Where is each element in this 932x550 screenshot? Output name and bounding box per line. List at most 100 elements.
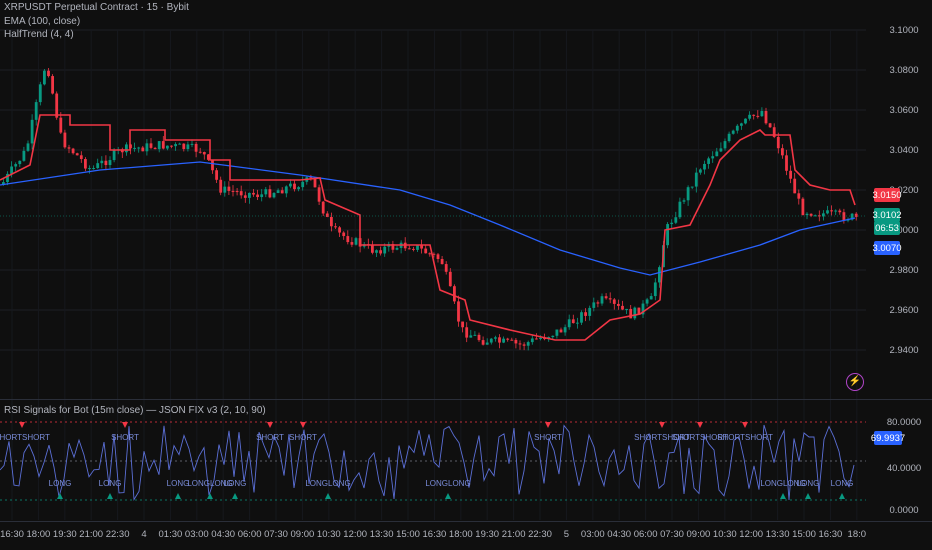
candle-body [826,210,829,214]
candle-body [801,198,805,216]
short-label: SHORT [534,433,562,442]
candle-body [752,114,756,116]
candle-body [678,201,682,218]
candle-body [637,307,641,315]
candle-body [699,169,702,173]
candle-body [412,248,415,250]
candle-body [481,340,485,345]
halftrend-legend[interactable]: HalfTrend (4, 4) [4,29,74,40]
price-tag-label: 3.0070 [872,243,901,254]
grid [0,29,866,520]
short-label: SHORTSHORT [717,433,773,442]
candle-body [641,303,645,315]
candle-body [309,177,313,179]
time-tick-label: 01:30 [159,529,183,540]
candle-body [264,189,268,195]
candle-body [252,192,255,195]
candle-body [30,119,34,144]
short-label: SHORTSHORT [672,433,728,442]
price-axis: 3.1000 3.0800 3.0600 3.0400 3.0200 3.0000 2.98… [872,25,918,356]
time-tick-label: 21:00 [79,529,103,540]
candle-body [682,200,686,202]
candle-body [711,156,715,159]
candle-body [842,212,846,221]
time-tick-label: 07:30 [264,529,288,540]
time-tick-label: 13:30 [370,529,394,540]
candle-body [563,327,567,333]
rsi-tick-label: 40.0000 [887,463,921,474]
candle-body [559,329,563,333]
candle-body [301,181,305,188]
candle-body [272,192,276,198]
candle-body [621,305,624,310]
candle-body [457,301,460,322]
time-tick-label: 07:30 [660,529,684,540]
candle-body [838,210,842,213]
candle-body [379,250,382,254]
rsi-tick-label: 0.0000 [889,505,918,516]
candle-body [338,227,341,233]
candle-body [43,70,46,85]
rsi-axis: 80.0000 40.0000 0.0000 69.9937 [871,417,921,516]
candle-body [231,190,235,192]
candle-body [346,236,350,243]
candle-body [428,253,432,255]
candle-body [535,338,538,340]
symbol-legend[interactable]: XRPUSDT Perpetual Contract · 15 · Bybit [4,2,189,13]
candle-body [330,216,333,227]
ema-legend[interactable]: EMA (100, close) [4,16,81,27]
candle-body [436,254,440,259]
candle-body [432,253,436,255]
time-tick-label: 18:00 [449,529,473,540]
candle-body [580,312,583,323]
rsi-legend[interactable]: RSI Signals for Bot (15m close) — JSON F… [4,405,266,416]
candle-body [854,213,858,217]
lightning-icon[interactable]: ⚡ [846,373,864,391]
candle-body [375,250,378,253]
long-label: LONG [99,479,122,488]
time-tick-label: 09:00 [291,529,315,540]
candle-body [268,189,272,198]
long-marker [805,493,811,499]
long-marker [175,493,181,499]
candle-body [190,143,194,145]
candle-body [420,245,423,249]
price-tick-label: 2.9600 [889,305,918,316]
candle-body [658,267,661,283]
candle-body [354,238,358,245]
candle-body [260,194,264,198]
candle-body [51,76,54,94]
candle-body [219,179,223,193]
candle-body [407,248,411,250]
time-tick-label: 04:30 [211,529,235,540]
candle-body [805,213,809,216]
candle-body [104,160,108,166]
short-label: SHORT [256,433,284,442]
candle-body [735,125,739,131]
price-tick-label: 3.0800 [889,65,918,76]
candle-body [342,232,346,237]
price-tag [874,221,900,235]
candle-body [518,343,522,345]
candle-body [297,187,300,190]
candle-body [596,302,600,304]
rsi-signals: SHORTSHORTSHORTSHORTSHORTSHORTSHORTSHORT… [0,422,853,499]
long-label: LONGLONG [760,479,805,488]
rsi-value-tag [874,431,902,445]
candle-body [461,321,464,328]
candle-body [280,190,284,194]
candle-body [748,114,751,119]
time-tick-label: 06:00 [634,529,658,540]
candle-body [71,148,75,154]
candle-body [740,123,743,126]
short-label: SHORT [111,433,139,442]
candle-body [653,282,657,297]
candle-body [289,183,292,187]
candle-body [55,93,59,118]
time-tick-label: 09:00 [687,529,711,540]
time-tick-label: 03:00 [185,529,209,540]
candle-body [850,213,854,220]
candle-body [567,319,571,328]
candle-body [79,155,83,160]
